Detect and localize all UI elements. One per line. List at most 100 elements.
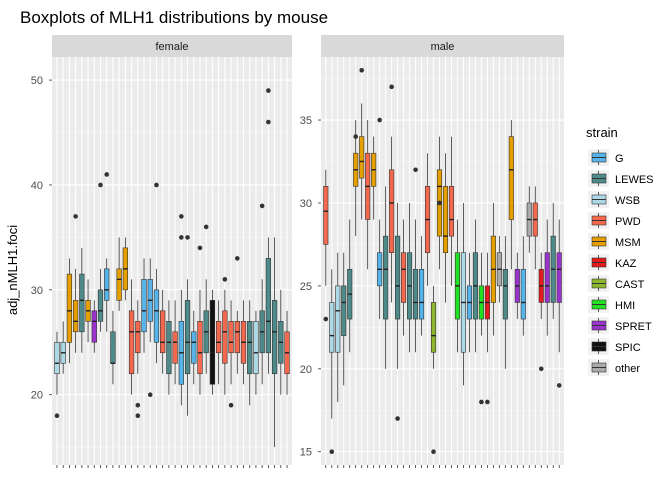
box-lewes <box>502 236 508 369</box>
outlier-point <box>98 182 103 188</box>
box-iqr <box>160 310 166 354</box>
outlier-point <box>395 416 400 421</box>
box-msm <box>490 202 496 336</box>
box-wsb <box>335 252 341 402</box>
legend-label: SPIC <box>615 342 641 354</box>
box-iqr <box>135 321 141 354</box>
box-pwd <box>222 277 228 395</box>
legend-label: G <box>615 153 624 165</box>
box-iqr <box>448 186 455 237</box>
box-msm <box>122 237 128 301</box>
box-iqr <box>341 285 347 336</box>
box-msm <box>85 279 91 343</box>
outlier-point <box>485 399 490 405</box>
outlier-point <box>234 256 240 261</box>
legend-item-g: G <box>588 149 624 166</box>
box-lewes <box>265 88 272 374</box>
box-iqr <box>253 321 259 375</box>
box-lewes <box>110 310 116 385</box>
box-g <box>466 252 472 353</box>
box-iqr <box>104 268 110 301</box>
box-msm <box>436 136 443 270</box>
box-pwd <box>240 300 247 385</box>
legend-item-other: other <box>588 359 640 376</box>
box-iqr <box>265 258 272 354</box>
box-pwd <box>197 245 203 395</box>
box-iqr <box>271 300 278 375</box>
box-iqr <box>329 302 335 353</box>
outlier-point <box>54 413 60 419</box>
box-pwd <box>135 300 141 419</box>
box-pwd <box>532 186 538 270</box>
outlier-point <box>329 449 335 455</box>
box-wsb <box>460 202 466 386</box>
box-g <box>147 258 153 398</box>
box-lewes <box>278 289 284 395</box>
box-pwd <box>284 310 290 395</box>
box-iqr <box>97 289 104 322</box>
box-iqr <box>419 268 425 320</box>
outlier-point <box>431 449 436 455</box>
box-msm <box>359 67 365 220</box>
box-iqr <box>430 302 437 353</box>
box-spret <box>514 252 520 320</box>
box-iqr <box>191 331 197 364</box>
panel-female: female 20 30 40 50 <box>31 35 292 468</box>
y-tick-label: 25 <box>300 281 312 293</box>
y-tick-label: 15 <box>300 447 312 459</box>
box-msm <box>442 153 449 303</box>
box-wsb <box>329 269 335 455</box>
box-kaz <box>484 252 490 405</box>
outlier-point <box>413 167 418 173</box>
box-msm <box>66 258 73 364</box>
box-kaz <box>538 252 544 372</box>
box-iqr <box>389 169 395 254</box>
y-tick-label: 20 <box>31 390 43 402</box>
plot-background <box>321 57 564 465</box>
legend-item-pwd: PWD <box>588 212 641 229</box>
legend-title: strain <box>586 125 618 140</box>
y-axis-label: adj_nMLH1.foci <box>5 225 20 315</box>
legend-item-msm: MSM <box>588 233 641 250</box>
box-g <box>178 214 184 406</box>
box-pwd <box>365 120 371 270</box>
box-iqr <box>209 300 216 385</box>
outlier-point <box>377 117 382 123</box>
box-lewes <box>347 219 353 353</box>
box-lewes <box>472 219 478 353</box>
facet-label: male <box>431 41 455 53</box>
legend-item-spic: SPIC <box>588 338 641 355</box>
box-spret <box>91 300 97 353</box>
facet-strip <box>52 35 292 57</box>
box-iqr <box>508 136 514 220</box>
box-iqr <box>153 289 160 343</box>
outlier-point <box>135 413 141 419</box>
legend-label: other <box>615 363 640 375</box>
y-tick-label: 30 <box>300 198 312 210</box>
box-hmi <box>454 219 461 353</box>
box-lewes <box>395 202 401 421</box>
legend-label: LEWES <box>615 174 654 186</box>
box-iqr <box>359 136 365 179</box>
box-lewes <box>550 202 556 320</box>
box-pwd <box>160 289 166 374</box>
outlier-point <box>154 182 159 188</box>
box-iqr <box>116 268 122 301</box>
box-lewes <box>97 182 104 332</box>
box-pwd <box>234 256 240 374</box>
box-lewes <box>79 247 85 353</box>
outlier-point <box>266 119 271 125</box>
chart-title: Boxplots of MLH1 distributions by mouse <box>20 8 328 27</box>
panel-male: male 15 20 25 30 35 <box>300 35 564 468</box>
legend: strain G LEWES WSB PWD MSM KAZ CAST HMI SPRET SPI… <box>586 125 654 376</box>
legend-item-lewes: LEWES <box>588 170 654 187</box>
box-lewes <box>271 237 278 448</box>
outlier-point <box>259 203 265 209</box>
legend-label: WSB <box>615 195 640 207</box>
outlier-point <box>147 392 153 398</box>
box-iqr <box>544 252 550 303</box>
outlier-point <box>228 402 234 408</box>
panels: female 20 30 40 50 male 15 20 25 30 35 <box>31 35 564 468</box>
box-iqr <box>502 268 508 320</box>
outlier-point <box>479 399 484 405</box>
